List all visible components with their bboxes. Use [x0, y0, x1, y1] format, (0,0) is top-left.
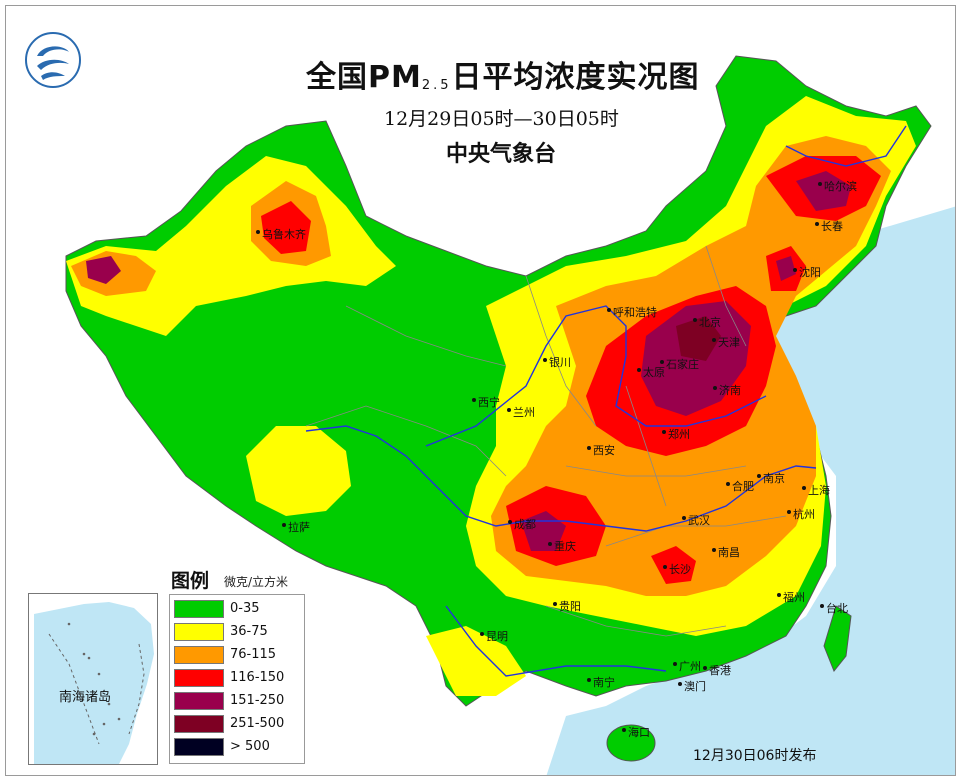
pm25-map [65, 55, 955, 775]
legend-label: 151-250 [230, 693, 285, 708]
city-hohhot: 呼和浩特 [607, 306, 657, 319]
legend-item: 36-75 [174, 622, 304, 642]
legend-item: 251-500 [174, 714, 304, 734]
zone-251-500 [676, 316, 721, 361]
city-changsha: 长沙 [663, 563, 691, 576]
legend-item: 76-115 [174, 645, 304, 665]
city-kunming: 昆明 [480, 630, 508, 643]
city-hefei: 合肥 [726, 480, 754, 493]
city-hongkong: 香港 [703, 664, 731, 677]
city-nanning: 南宁 [587, 676, 615, 689]
hainan-island [606, 724, 656, 762]
inset-label: 南海诸岛 [59, 690, 112, 705]
agency-name: 中央气象台 [446, 142, 557, 167]
legend-item: > 500 [174, 737, 304, 757]
legend-label: 36-75 [230, 624, 268, 639]
legend-box: 0-35 36-75 76-115 116-150 151-250 251-50… [169, 594, 305, 764]
city-fuzhou: 福州 [777, 591, 805, 604]
legend-label: > 500 [230, 739, 270, 754]
city-shenyang: 沈阳 [793, 266, 821, 279]
rivers [305, 125, 907, 677]
taiwan-island [823, 605, 852, 672]
legend-swatch [174, 669, 224, 687]
legend-swatch [174, 715, 224, 733]
legend-swatch [174, 600, 224, 618]
city-tianjin: 天津 [712, 336, 740, 349]
city-lhasa: 拉萨 [282, 521, 310, 534]
city-guiyang: 贵阳 [553, 600, 581, 613]
city-haikou: 海口 [622, 726, 650, 739]
city-chengdu: 成都 [508, 518, 536, 531]
map-title: 全国PM2.5日平均浓度实况图 [306, 60, 700, 95]
inset-map [29, 594, 154, 764]
legend-item: 0-35 [174, 599, 304, 619]
city-guangzhou: 广州 [673, 660, 701, 673]
legend-swatch [174, 646, 224, 664]
city-shijiazhuang: 石家庄 [660, 358, 699, 371]
legend-item: 151-250 [174, 691, 304, 711]
city-lanzhou: 兰州 [507, 406, 535, 419]
city-xian: 西安 [587, 444, 615, 457]
city-jinan: 济南 [713, 384, 741, 397]
cma-logo-icon [25, 32, 81, 88]
issue-time: 12月30日06时发布 [693, 748, 817, 764]
legend-item: 116-150 [174, 668, 304, 688]
city-zhengzhou: 郑州 [662, 428, 690, 441]
legend-swatch [174, 738, 224, 756]
city-taipei: 台北 [820, 602, 848, 615]
city-changchun: 长春 [815, 220, 843, 233]
legend-label: 76-115 [230, 647, 277, 662]
city-xining: 西宁 [472, 396, 500, 409]
city-wuhan: 武汉 [682, 514, 710, 527]
city-yinchuan: 银川 [543, 356, 571, 369]
sea-area [546, 206, 955, 775]
legend-swatch [174, 692, 224, 710]
city-shanghai: 上海 [802, 484, 830, 497]
south-china-sea-inset: 南海诸岛 [28, 593, 158, 765]
city-urumqi: 乌鲁木齐 [256, 228, 306, 241]
city-taiyuan: 太原 [637, 366, 665, 379]
legend-swatch [174, 623, 224, 641]
city-hangzhou: 杭州 [787, 508, 815, 521]
province-boundaries [305, 245, 787, 637]
time-period: 12月29日05时—30日05时 [384, 108, 619, 130]
city-macau: 澳门 [678, 680, 706, 693]
legend-label: 116-150 [230, 670, 285, 685]
legend-label: 0-35 [230, 601, 260, 616]
city-nanchang: 南昌 [712, 546, 740, 559]
legend-title: 图例 [171, 570, 210, 592]
city-chongqing: 重庆 [548, 540, 576, 553]
map-frame: 全国PM2.5日平均浓度实况图 12月29日05时—30日05时 中央气象台 哈… [5, 5, 956, 776]
legend-unit: 微克/立方米 [224, 575, 289, 589]
city-nanjing: 南京 [757, 472, 785, 485]
city-harbin: 哈尔滨 [818, 180, 857, 193]
legend-label: 251-500 [230, 716, 285, 731]
city-beijing: 北京 [693, 316, 721, 329]
